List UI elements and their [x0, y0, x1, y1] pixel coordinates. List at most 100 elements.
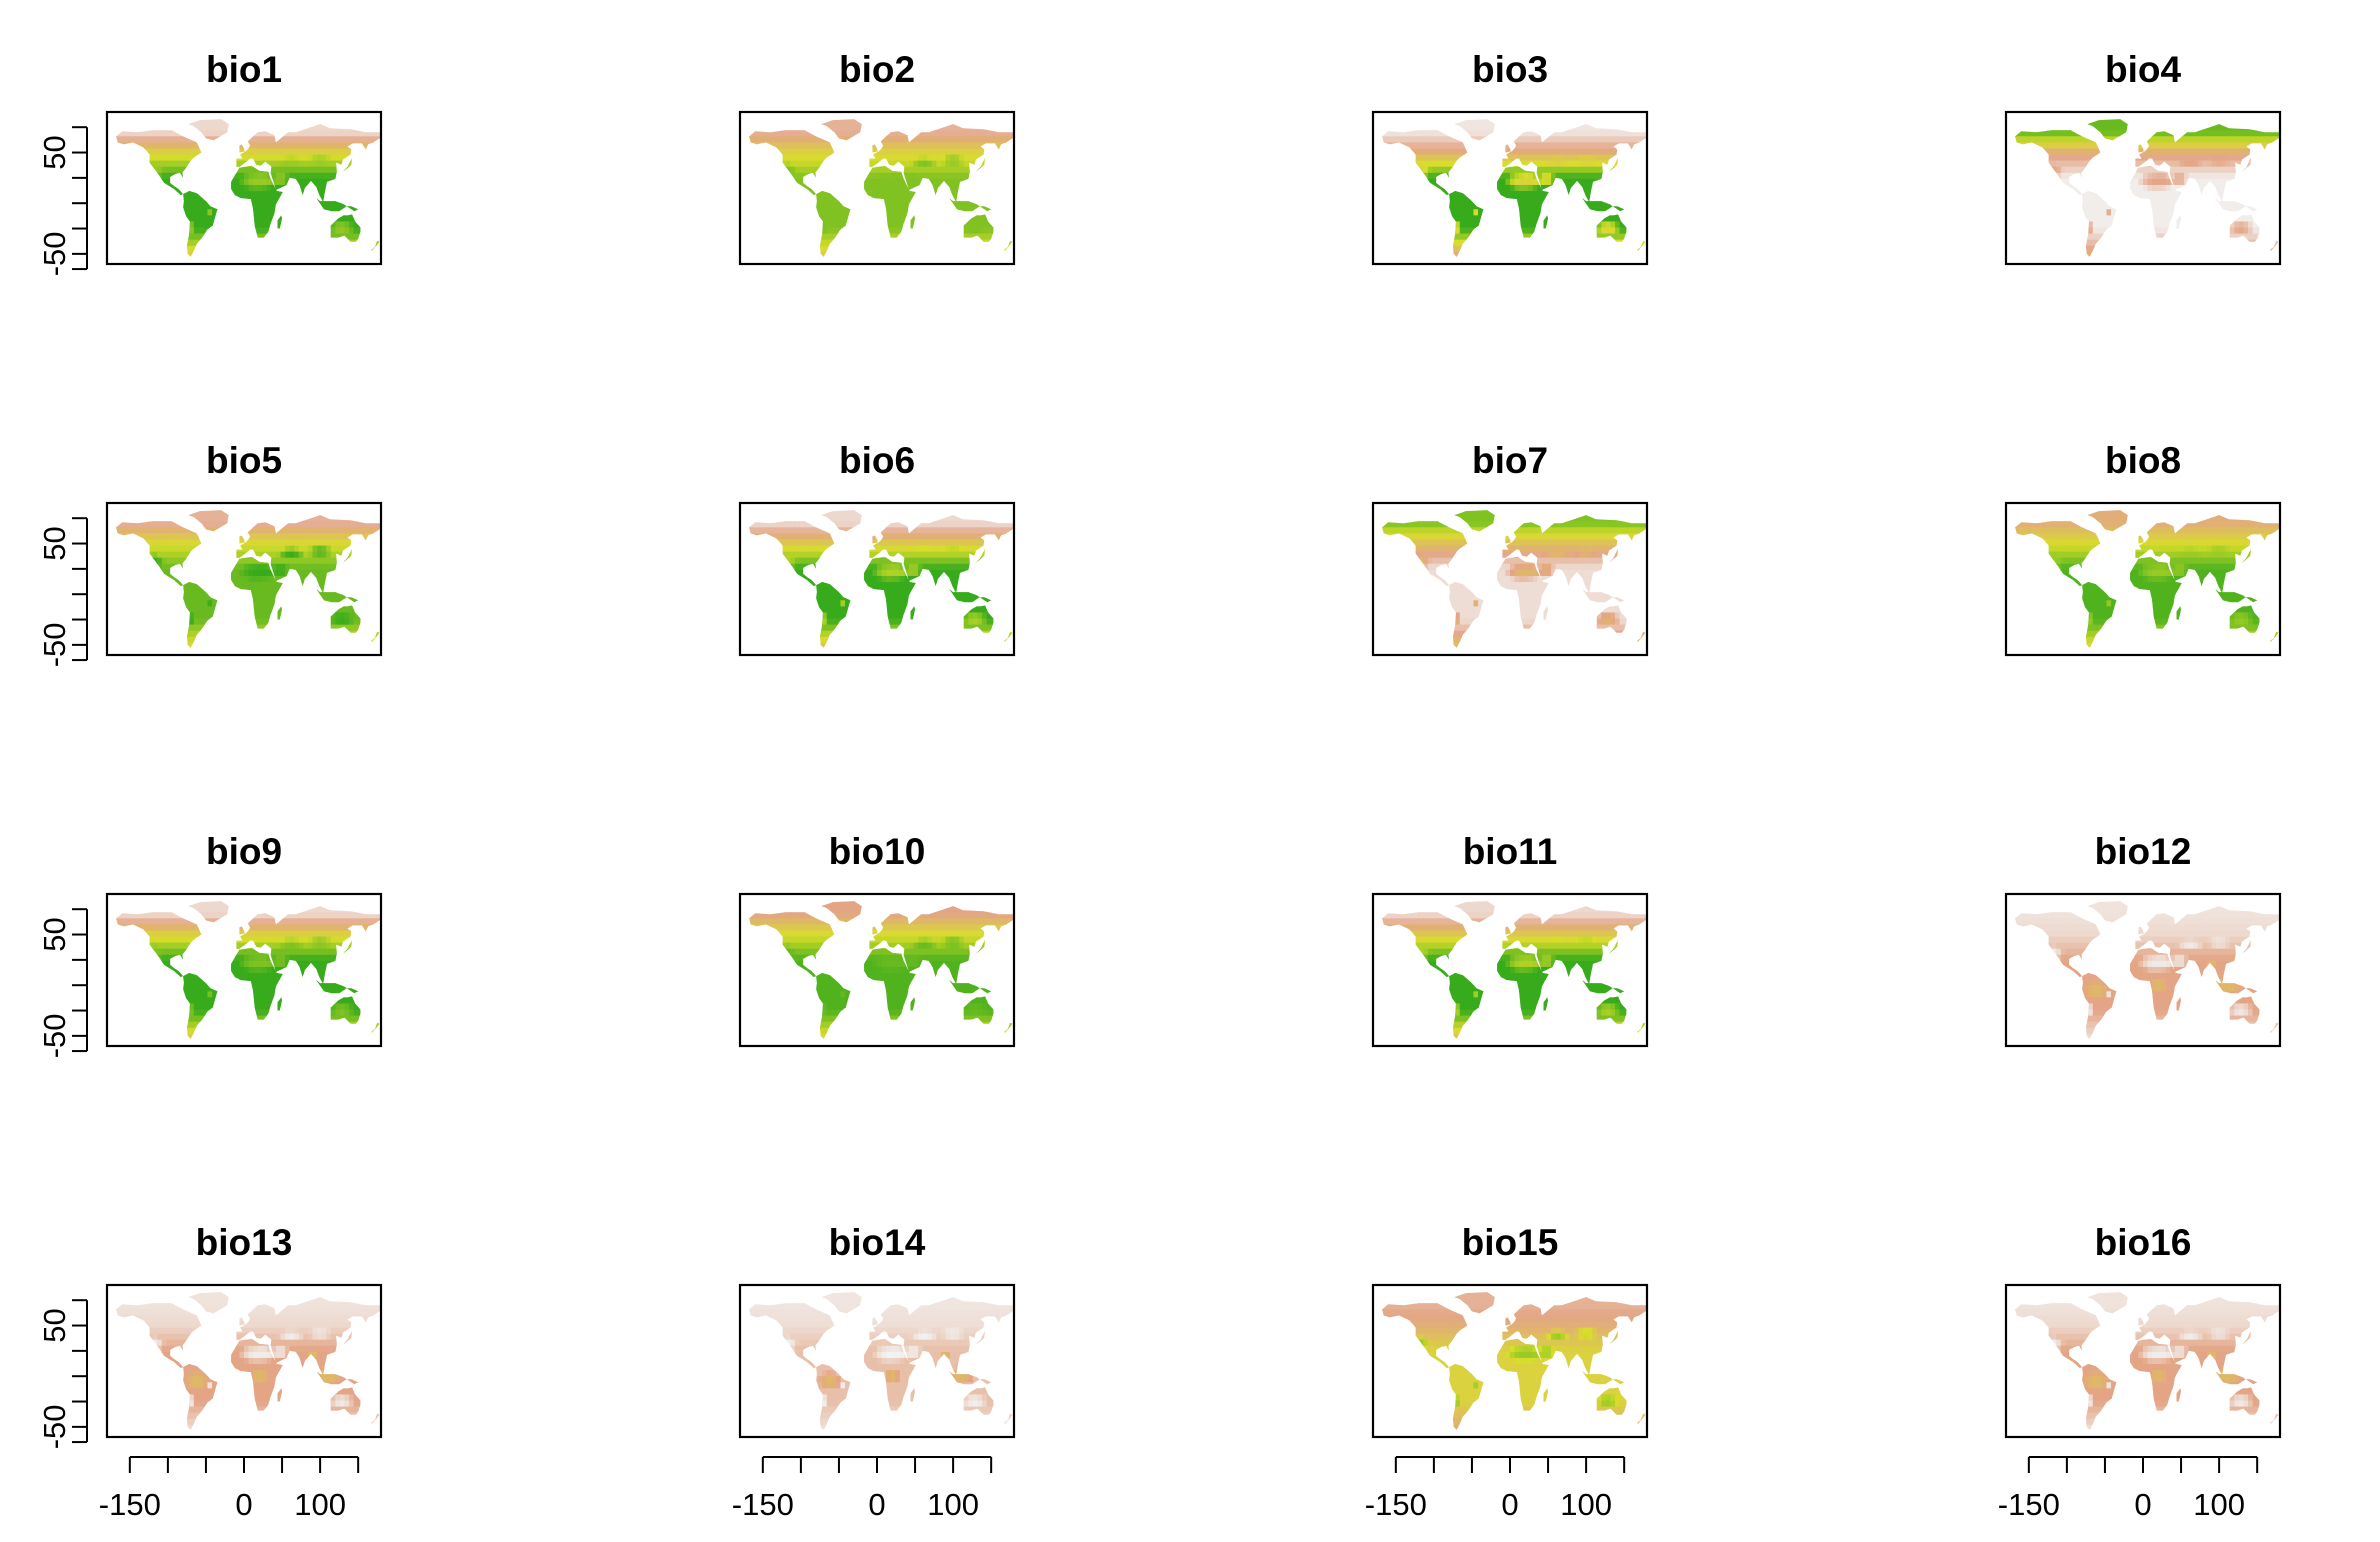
raster-cell — [1510, 251, 1516, 257]
raster-cell — [863, 160, 869, 168]
raster-cell — [959, 130, 965, 137]
raster-cell — [982, 221, 988, 229]
raster-cell — [326, 130, 332, 137]
raster-cell — [1528, 119, 1534, 125]
raster-cell — [1505, 215, 1511, 223]
raster-cell — [1532, 184, 1538, 192]
raster-cell — [1587, 119, 1593, 125]
raster-cell — [2124, 178, 2130, 186]
raster-cell — [803, 233, 810, 241]
raster-cell — [1395, 221, 1401, 229]
raster-cell — [266, 227, 272, 235]
raster-cell — [1395, 251, 1401, 257]
raster-cell — [1423, 160, 1429, 168]
raster-cell — [335, 178, 341, 186]
raster-cell — [2060, 178, 2066, 186]
raster-cell — [239, 172, 245, 180]
raster-cell — [950, 172, 956, 180]
raster-cell — [749, 178, 755, 186]
raster-cell — [116, 191, 117, 198]
raster-cell — [2115, 160, 2121, 168]
raster-cell — [1637, 172, 1644, 180]
raster-cell — [2015, 142, 2016, 150]
raster-cell — [353, 191, 359, 198]
raster-cell — [904, 251, 910, 257]
raster-cell — [936, 172, 942, 180]
raster-cell — [2019, 130, 2025, 137]
raster-cell — [198, 142, 204, 150]
raster-cell — [954, 184, 960, 192]
raster-cell — [1583, 209, 1589, 216]
raster-cell — [826, 178, 832, 186]
raster-cell — [776, 142, 782, 150]
raster-cell — [180, 221, 186, 229]
raster-cell — [216, 142, 222, 150]
raster-cell — [2174, 160, 2181, 168]
raster-cell — [1459, 160, 1465, 168]
raster-cell — [221, 136, 227, 143]
raster-cell — [1605, 245, 1612, 253]
raster-cell — [982, 197, 988, 204]
raster-cell — [963, 178, 969, 186]
raster-cell — [1560, 251, 1566, 257]
raster-cell — [845, 130, 851, 137]
raster-cell — [1569, 178, 1575, 186]
raster-cell — [790, 178, 796, 186]
raster-cell — [835, 191, 842, 198]
raster-cell — [1427, 227, 1433, 235]
raster-cell — [1395, 184, 1401, 192]
raster-cell — [1633, 160, 1639, 168]
raster-cell — [785, 130, 791, 137]
raster-cell — [922, 215, 928, 223]
raster-cell — [785, 245, 791, 253]
raster-cell — [968, 197, 974, 204]
raster-cell — [936, 154, 942, 162]
raster-cell — [1464, 203, 1470, 210]
raster-cell — [321, 215, 327, 223]
raster-cell — [143, 154, 149, 162]
raster-cell — [1551, 124, 1557, 131]
raster-cell — [904, 203, 910, 210]
raster-cell — [2248, 172, 2254, 180]
raster-cell — [339, 166, 346, 174]
raster-cell — [1564, 142, 1570, 150]
raster-cell — [230, 233, 236, 241]
raster-cell — [858, 251, 864, 257]
raster-cell — [1578, 148, 1584, 156]
raster-cell — [835, 178, 842, 186]
raster-cell — [349, 221, 355, 229]
raster-cell — [886, 130, 892, 137]
raster-cell — [1496, 154, 1502, 162]
raster-cell — [749, 119, 755, 125]
raster-cell — [2270, 124, 2277, 131]
raster-cell — [817, 239, 823, 247]
raster-cell — [317, 203, 323, 210]
raster-cell — [1423, 203, 1429, 210]
raster-cell — [995, 251, 1001, 257]
raster-cell — [198, 251, 204, 257]
raster-cell — [180, 148, 186, 156]
raster-cell — [1528, 142, 1534, 150]
raster-cell — [1004, 233, 1011, 241]
raster-cell — [1560, 160, 1566, 168]
raster-cell — [2115, 178, 2121, 186]
raster-cell — [1473, 215, 1479, 223]
raster-cell — [212, 142, 218, 150]
raster-cell — [899, 136, 905, 143]
raster-cell — [813, 142, 819, 150]
raster-cell — [2152, 119, 2158, 125]
raster-cell — [1478, 124, 1484, 131]
raster-cell — [822, 154, 828, 162]
raster-cell — [1615, 227, 1621, 235]
raster-cell — [1514, 178, 1520, 186]
raster-cell — [2270, 154, 2277, 162]
raster-cell — [2229, 142, 2235, 150]
raster-cell — [1519, 130, 1525, 137]
raster-cell — [1004, 245, 1011, 253]
raster-cell — [1541, 203, 1548, 210]
raster-cell — [785, 221, 791, 229]
raster-cell — [371, 130, 378, 137]
raster-cell — [2101, 154, 2108, 162]
raster-cell — [822, 203, 828, 210]
raster-cell — [266, 221, 272, 229]
